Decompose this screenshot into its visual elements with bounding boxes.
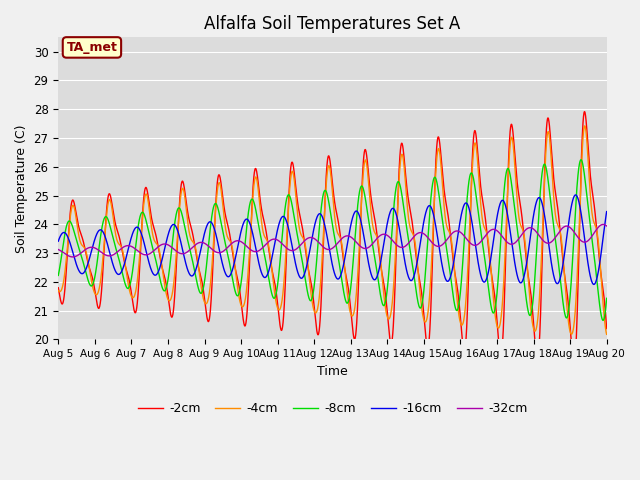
-8cm — [577, 157, 585, 163]
-16cm — [492, 223, 499, 228]
-8cm — [360, 189, 368, 195]
-8cm — [554, 258, 562, 264]
-16cm — [570, 195, 577, 201]
-32cm — [69, 254, 77, 260]
-32cm — [599, 222, 607, 228]
X-axis label: Time: Time — [317, 365, 348, 378]
-32cm — [349, 235, 356, 241]
Title: Alfalfa Soil Temperatures Set A: Alfalfa Soil Temperatures Set A — [204, 15, 461, 33]
-16cm — [348, 216, 356, 222]
-16cm — [360, 235, 368, 240]
-2cm — [570, 361, 577, 367]
Legend: -2cm, -4cm, -8cm, -16cm, -32cm: -2cm, -4cm, -8cm, -16cm, -32cm — [132, 397, 532, 420]
-2cm — [360, 151, 368, 157]
-2cm — [207, 297, 215, 302]
-16cm — [554, 280, 562, 286]
-4cm — [570, 326, 577, 332]
-16cm — [603, 209, 611, 215]
-16cm — [54, 239, 62, 244]
-32cm — [492, 227, 500, 233]
-32cm — [603, 223, 611, 229]
-4cm — [603, 332, 611, 337]
-8cm — [599, 317, 607, 323]
-2cm — [603, 325, 611, 331]
-16cm — [207, 219, 215, 225]
-8cm — [603, 296, 611, 301]
Text: TA_met: TA_met — [67, 41, 117, 54]
-4cm — [360, 162, 368, 168]
-2cm — [554, 209, 562, 215]
-4cm — [492, 316, 499, 322]
-2cm — [54, 285, 62, 290]
Y-axis label: Soil Temperature (C): Soil Temperature (C) — [15, 124, 28, 252]
-32cm — [360, 246, 368, 252]
-8cm — [207, 218, 215, 224]
-32cm — [207, 246, 215, 252]
-16cm — [572, 192, 579, 198]
-4cm — [207, 273, 215, 278]
Line: -4cm: -4cm — [58, 126, 607, 335]
-16cm — [590, 282, 598, 288]
-2cm — [492, 302, 499, 308]
-8cm — [54, 273, 62, 278]
Line: -32cm: -32cm — [58, 225, 607, 257]
Line: -8cm: -8cm — [58, 160, 607, 320]
-4cm — [54, 288, 62, 293]
-8cm — [570, 243, 577, 249]
Line: -16cm: -16cm — [58, 195, 607, 285]
-8cm — [348, 271, 356, 276]
-32cm — [54, 247, 62, 252]
Line: -2cm: -2cm — [58, 112, 607, 366]
-4cm — [554, 223, 562, 228]
-4cm — [348, 313, 356, 319]
-4cm — [581, 123, 589, 129]
-2cm — [570, 363, 578, 369]
-8cm — [492, 302, 499, 308]
-2cm — [348, 322, 356, 327]
-32cm — [554, 230, 562, 236]
-2cm — [580, 109, 588, 115]
-32cm — [570, 228, 577, 234]
